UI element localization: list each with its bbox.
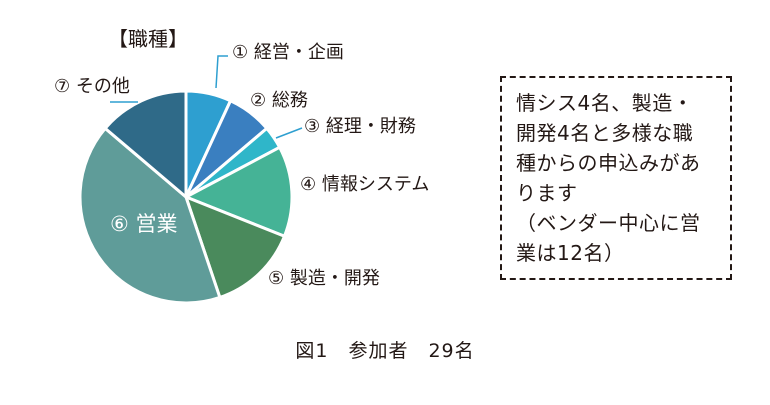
leader-line <box>275 127 303 139</box>
chart-title: 【職種】 <box>108 27 188 51</box>
pie-slice <box>103 89 188 199</box>
slice-label: ⑥ 営業 <box>110 212 178 236</box>
slice-label: ④ 情報システム <box>300 174 429 195</box>
leader-line <box>215 55 228 89</box>
note-line: 業は12名） <box>516 241 625 265</box>
slice-label: ③ 経理・財務 <box>304 116 416 137</box>
figure-caption: 図1 参加者 29名 <box>295 340 475 362</box>
slice-label: ② 総務 <box>250 90 308 111</box>
pie-chart: 【職種】 ① 経営・企画 ② 総務 ③ 経理・財務 ④ 情報システム ⑤ 製造・開発 ⑥ … <box>54 27 429 305</box>
leader-lines <box>110 55 303 139</box>
slice-label: ⑦ その他 <box>54 76 130 97</box>
slice-labels: ① 経営・企画 ② 総務 ③ 経理・財務 ④ 情報システム ⑤ 製造・開発 ⑥ 営業 ⑦ そ… <box>54 42 429 289</box>
note-line: 種からの申込みがあ <box>516 151 701 175</box>
note-line: （ベンダー中心に営 <box>516 211 701 235</box>
note-line: 情シス4名、製造・ <box>516 91 694 115</box>
pie-slice <box>184 195 286 299</box>
slice-label: ① 経営・企画 <box>232 42 344 63</box>
pie-slices <box>78 89 294 305</box>
pie-slice <box>184 145 294 238</box>
slice-label: ⑤ 製造・開発 <box>268 268 380 289</box>
note-line: ります <box>516 181 578 205</box>
pie-slice <box>78 126 222 305</box>
note-box: 情シス4名、製造・ 開発4名と多様な職 種からの申込みがあ ります （ベンダー中… <box>500 76 732 280</box>
note-line: 開発4名と多様な職 <box>516 121 694 145</box>
